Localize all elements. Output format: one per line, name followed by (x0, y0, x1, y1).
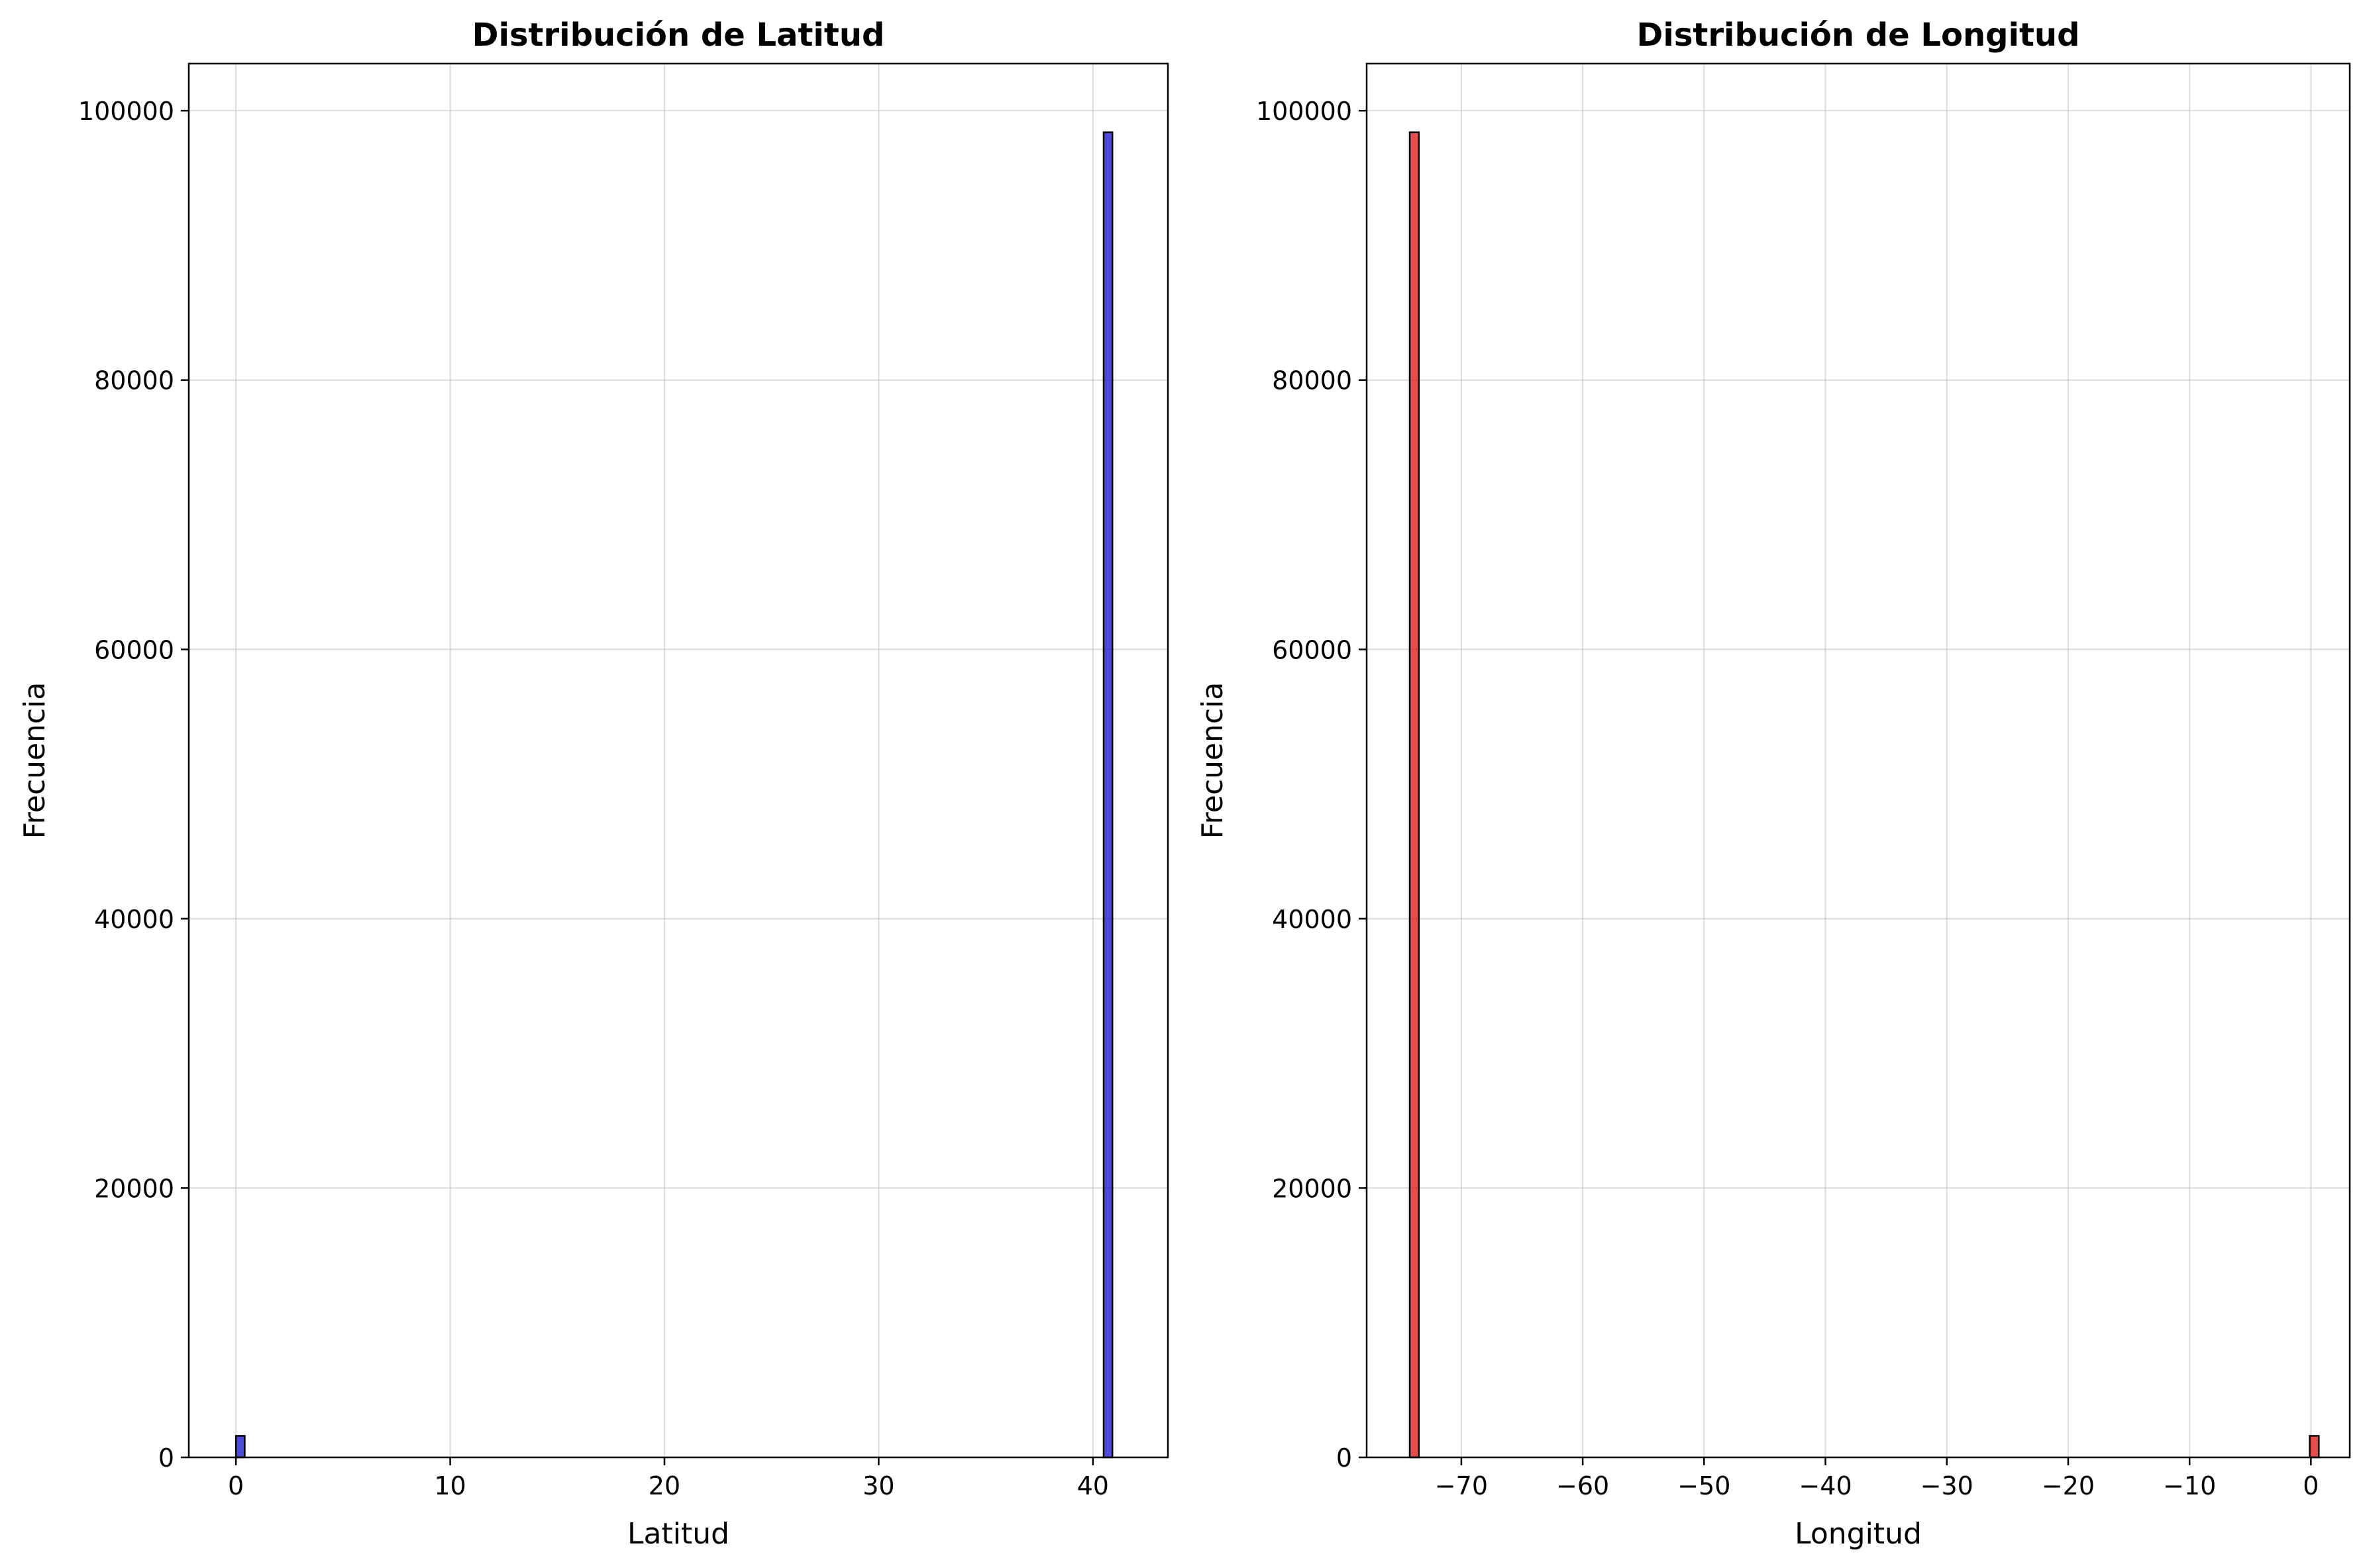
latitude-x-tick-label: 10 (434, 1471, 466, 1500)
latitude-y-tick-label: 80000 (94, 366, 174, 395)
longitude-axes-frame (1365, 62, 2351, 1459)
longitude-grid (1367, 64, 2350, 1458)
longitude-chart-title: Distribución de Longitud (1637, 17, 2080, 54)
longitude-y-tick-label: 80000 (1272, 366, 1352, 395)
latitude-histogram: 0 10 20 30 40 0 20000 40000 60000 80000 100000 Di… (18, 17, 1169, 1551)
longitude-y-tick-label: 60000 (1272, 635, 1352, 664)
longitude-x-ticks: −70 −60 −50 −40 −30 −20 −10 0 (1435, 1457, 2319, 1500)
longitude-x-tick-label: −30 (1920, 1471, 1973, 1500)
longitude-histogram: −70 −60 −50 −40 −30 −20 −10 0 0 20000 40000 60000 8… (1196, 17, 2351, 1551)
longitude-y-tick-label: 0 (1336, 1443, 1352, 1473)
latitude-y-tick-label: 0 (158, 1443, 174, 1473)
latitude-y-axis-label: Frecuencia (18, 682, 52, 839)
longitude-x-tick-label: −40 (1799, 1471, 1852, 1500)
longitude-histogram-bar (2309, 1435, 2320, 1459)
longitude-x-axis-label: Longitud (1795, 1517, 1922, 1551)
latitude-histogram-bar (1102, 131, 1114, 1459)
latitude-histogram-bar (235, 1435, 246, 1459)
latitude-x-tick-label: 30 (863, 1471, 894, 1500)
latitude-y-tick-label: 60000 (94, 635, 174, 664)
latitude-x-tick-label: 40 (1077, 1471, 1109, 1500)
latitude-axes-frame (187, 62, 1169, 1459)
longitude-x-tick-label: 0 (2303, 1471, 2319, 1500)
longitude-x-tick-label: −10 (2163, 1471, 2216, 1500)
longitude-x-tick-label: −50 (1677, 1471, 1730, 1500)
latitude-x-tick-label: 20 (649, 1471, 680, 1500)
longitude-x-tick-label: −70 (1435, 1471, 1488, 1500)
latitude-y-tick-label: 20000 (94, 1174, 174, 1203)
longitude-y-tick-label: 100000 (1256, 97, 1352, 126)
latitude-bars (235, 131, 1114, 1459)
longitude-x-tick-label: −20 (2042, 1471, 2095, 1500)
longitude-y-tick-label: 40000 (1272, 905, 1352, 934)
latitude-y-ticks: 0 20000 40000 60000 80000 100000 (78, 97, 189, 1473)
latitude-grid (189, 64, 1168, 1458)
longitude-y-tick-label: 20000 (1272, 1174, 1352, 1203)
longitude-y-axis-label: Frecuencia (1196, 682, 1230, 839)
longitude-x-tick-label: −60 (1556, 1471, 1609, 1500)
latitude-x-axis-label: Latitud (627, 1517, 729, 1551)
latitude-y-tick-label: 100000 (78, 97, 174, 126)
latitude-y-tick-label: 40000 (94, 905, 174, 934)
longitude-y-ticks: 0 20000 40000 60000 80000 100000 (1256, 97, 1367, 1473)
latitude-x-tick-label: 0 (228, 1471, 244, 1500)
latitude-x-ticks: 0 10 20 30 40 (228, 1457, 1109, 1500)
longitude-histogram-bar (1408, 131, 1420, 1459)
latitude-chart-title: Distribución de Latitud (472, 17, 885, 54)
longitude-bars (1408, 131, 2320, 1459)
